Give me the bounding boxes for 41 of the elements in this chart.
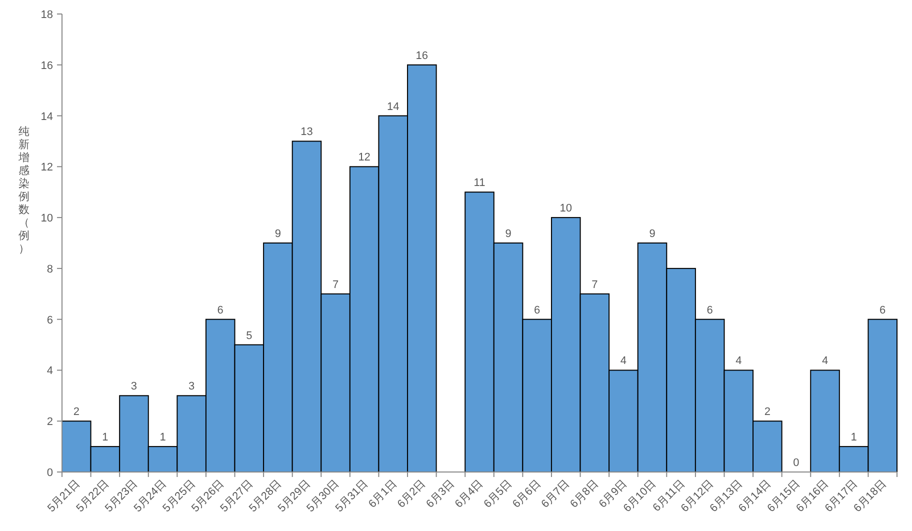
data-label: 7 (592, 278, 598, 291)
y-tick-label: 10 (40, 212, 53, 225)
y-tick-label: 2 (46, 416, 53, 428)
y-tick-label: 16 (40, 60, 53, 72)
data-label: 9 (649, 228, 656, 240)
data-label: 4 (736, 355, 742, 368)
data-label: 10 (560, 202, 572, 215)
data-label: 5 (246, 330, 252, 342)
y-tick-label: 12 (40, 162, 53, 174)
data-label: 3 (188, 380, 195, 393)
x-tick-label: 6月5日 (482, 478, 514, 510)
data-label: 4 (620, 355, 627, 368)
data-label: 14 (386, 100, 400, 113)
data-label: 9 (274, 228, 282, 240)
data-label: 6 (217, 304, 224, 316)
y-tick-label: 14 (40, 110, 53, 123)
x-tick-label: 6月1日 (366, 478, 400, 510)
data-label: 2 (73, 406, 80, 418)
data-label: 13 (300, 126, 313, 138)
y-tick-label: 8 (46, 263, 53, 276)
data-label: 16 (416, 50, 428, 62)
text: 纯新增感染例数（例） (18, 126, 30, 255)
data-label: 0 (793, 457, 800, 469)
y-tick-label: 4 (46, 365, 53, 378)
data-label: 1 (102, 432, 108, 444)
data-label: 6 (706, 304, 713, 316)
y-tick-label: 0 (46, 467, 53, 479)
data-label: 9 (505, 228, 512, 240)
y-tick-label: 6 (46, 314, 53, 326)
data-label: 11 (474, 177, 486, 190)
data-label: 2 (764, 406, 770, 418)
data-label: 7 (332, 278, 339, 291)
data-label: 6 (880, 304, 886, 316)
data-label: 6 (534, 304, 540, 316)
data-label: 12 (358, 152, 370, 164)
data-label: 1 (160, 432, 166, 444)
y-tick-label: 18 (40, 9, 53, 21)
data-label: 4 (822, 355, 828, 368)
data-label: 3 (130, 380, 138, 393)
x-tick-label: 6月3日 (424, 478, 457, 510)
data-label: 1 (850, 432, 857, 444)
